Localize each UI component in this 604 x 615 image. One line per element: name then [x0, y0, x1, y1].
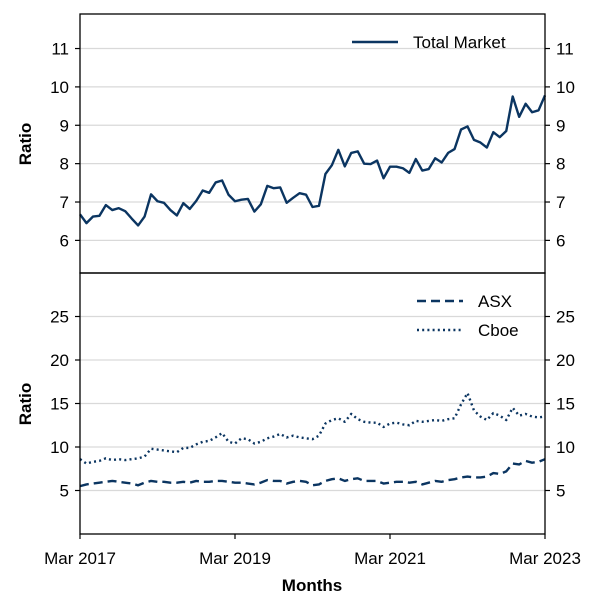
legend-label-cboe: Cboe [478, 321, 519, 340]
y-tick-label-left: 7 [60, 193, 69, 212]
legend-label-asx: ASX [478, 292, 512, 311]
top-panel: 6 6 7 7 8 8 9 9 10 10 11 11 Ratio Total Market [16, 13, 575, 274]
x-tick-label: Mar 2021 [354, 549, 426, 568]
bottom-x-ticks: Mar 2017 Mar 2019 Mar 2021 Mar 2023 [44, 534, 581, 568]
bottom-legend: ASX Cboe [417, 292, 519, 340]
y-tick-label-right: 15 [556, 395, 575, 414]
y-tick-label-right: 6 [556, 231, 565, 250]
x-axis-label: Months [282, 576, 342, 595]
y-tick-label-right: 20 [556, 351, 575, 370]
bottom-y-ticks: 5 5 10 10 15 15 20 20 25 25 [50, 308, 575, 501]
top-y-axis-label: Ratio [16, 123, 35, 166]
y-tick-label-left: 15 [50, 395, 69, 414]
x-tick-label: Mar 2019 [199, 549, 271, 568]
y-tick-label-right: 11 [556, 40, 574, 59]
y-tick-label-right: 25 [556, 308, 575, 327]
y-tick-label-right: 10 [556, 78, 575, 97]
y-tick-label-left: 8 [60, 155, 69, 174]
legend-label-total-market: Total Market [413, 33, 506, 52]
bottom-series-group [79, 391, 546, 488]
series-line-total-market [79, 94, 547, 227]
y-tick-label-right: 7 [556, 193, 565, 212]
y-tick-label-right: 9 [556, 116, 565, 135]
y-tick-label-right: 5 [556, 482, 565, 501]
y-tick-label-left: 10 [50, 78, 69, 97]
y-tick-label-right: 10 [556, 438, 575, 457]
y-tick-label-left: 25 [50, 308, 69, 327]
y-tick-label-left: 6 [60, 231, 69, 250]
bottom-y-axis-label: Ratio [16, 383, 35, 426]
top-legend: Total Market [352, 33, 506, 52]
top-series-group [79, 94, 547, 227]
x-tick-label: Mar 2023 [509, 549, 581, 568]
series-line-cboe [79, 391, 546, 465]
bottom-gridlines [80, 315, 545, 492]
series-line-asx [79, 458, 546, 488]
y-tick-label-left: 20 [50, 351, 69, 370]
y-tick-label-left: 5 [60, 482, 69, 501]
y-tick-label-left: 9 [60, 116, 69, 135]
y-tick-label-left: 10 [50, 438, 69, 457]
x-tick-label: Mar 2017 [44, 549, 116, 568]
y-tick-label-left: 11 [51, 40, 69, 59]
top-y-ticks: 6 6 7 7 8 8 9 9 10 10 11 11 [50, 40, 575, 251]
y-tick-label-right: 8 [556, 155, 565, 174]
